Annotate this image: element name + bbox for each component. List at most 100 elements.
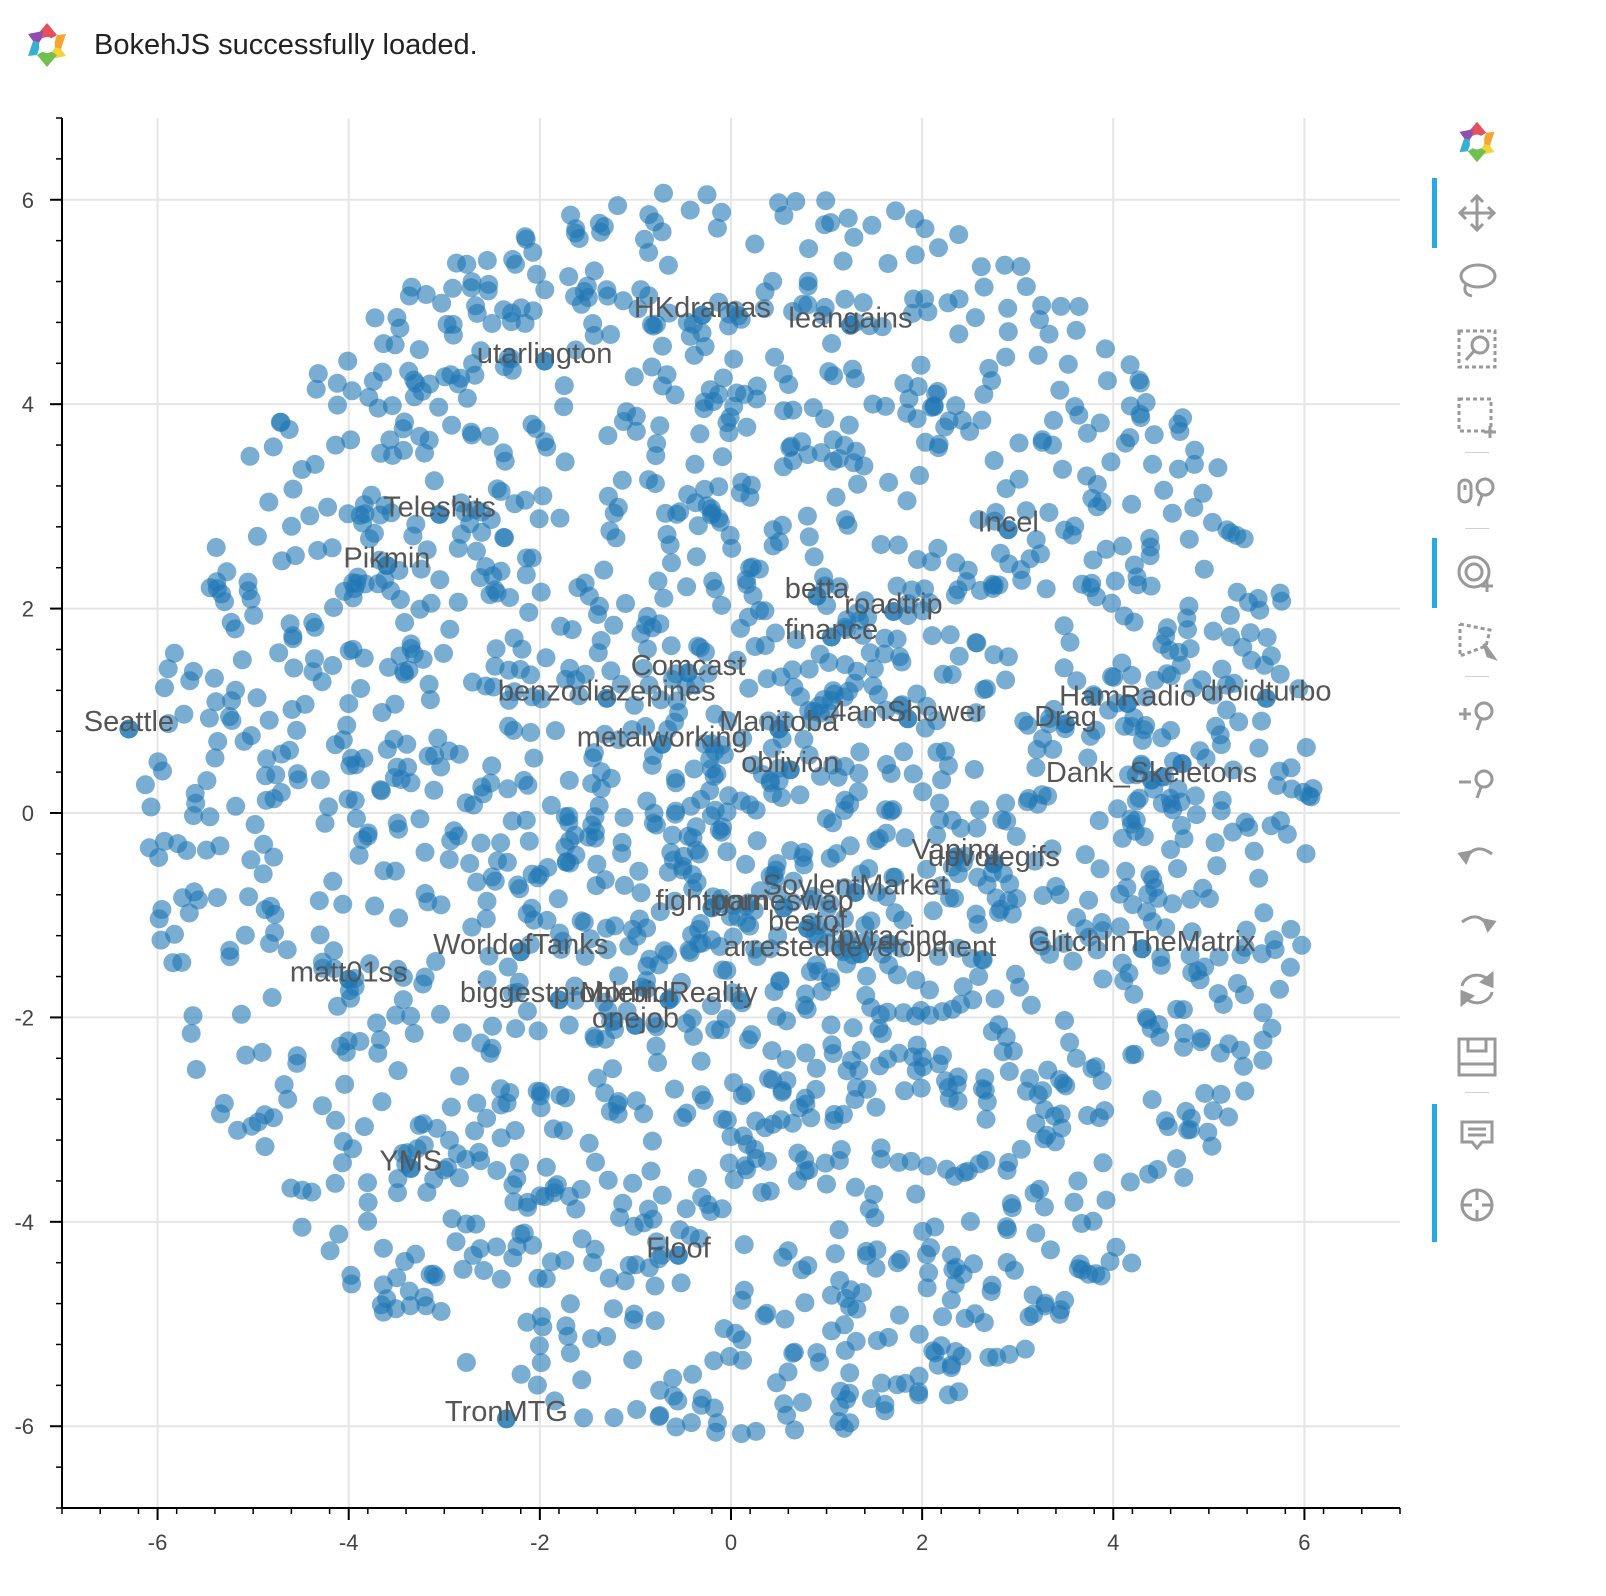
scatter-point[interactable]: [643, 813, 663, 833]
scatter-point[interactable]: [183, 1006, 203, 1026]
scatter-point[interactable]: [626, 421, 646, 441]
scatter-point[interactable]: [483, 1016, 502, 1036]
scatter-point[interactable]: [411, 559, 431, 579]
scatter-point[interactable]: [497, 1093, 517, 1113]
scatter-point[interactable]: [603, 1299, 623, 1319]
scatter-point[interactable]: [953, 977, 973, 997]
scatter-point[interactable]: [274, 1075, 294, 1095]
scatter-point[interactable]: [639, 675, 659, 695]
scatter-point[interactable]: [204, 668, 224, 688]
scatter-point[interactable]: [1203, 621, 1223, 641]
scatter-point[interactable]: [543, 1119, 563, 1139]
scatter-point[interactable]: [467, 872, 487, 892]
scatter-point[interactable]: [1264, 930, 1284, 950]
scatter-point[interactable]: [424, 780, 444, 800]
scatter-point[interactable]: [847, 661, 867, 681]
scatter-point[interactable]: [983, 579, 1003, 598]
scatter-point[interactable]: [262, 988, 282, 1007]
scatter-point[interactable]: [917, 1278, 937, 1298]
scatter-point[interactable]: [985, 511, 1004, 531]
scatter-point[interactable]: [200, 807, 220, 827]
scatter-point[interactable]: [683, 1364, 703, 1384]
scatter-point[interactable]: [974, 277, 994, 297]
scatter-point[interactable]: [556, 669, 576, 689]
scatter-point[interactable]: [506, 1019, 526, 1039]
scatter-point[interactable]: [575, 946, 595, 966]
scatter-point[interactable]: [324, 941, 344, 961]
scatter-point[interactable]: [876, 800, 896, 820]
scatter-point[interactable]: [940, 888, 960, 908]
scatter-point[interactable]: [903, 303, 922, 323]
scatter-point[interactable]: [1050, 885, 1070, 905]
scatter-point[interactable]: [923, 901, 943, 921]
scatter-point[interactable]: [709, 477, 729, 497]
scatter-point[interactable]: [732, 993, 752, 1013]
scatter-point[interactable]: [681, 1413, 701, 1433]
scatter-point[interactable]: [694, 399, 714, 419]
scatter-point[interactable]: [1281, 919, 1301, 939]
scatter-point[interactable]: [1095, 339, 1115, 359]
scatter-point[interactable]: [135, 775, 155, 795]
scatter-point[interactable]: [799, 527, 819, 547]
scatter-point[interactable]: [533, 486, 553, 506]
scatter-point[interactable]: [676, 1199, 696, 1219]
scatter-point[interactable]: [695, 479, 715, 499]
scatter-point[interactable]: [841, 315, 860, 335]
scatter-point[interactable]: [415, 967, 435, 987]
scatter-point[interactable]: [498, 779, 518, 799]
scatter-point[interactable]: [642, 315, 661, 335]
scatter-point[interactable]: [371, 1295, 391, 1315]
scatter-point[interactable]: [845, 883, 865, 902]
scatter-point[interactable]: [151, 930, 171, 950]
scatter-point[interactable]: [736, 570, 756, 590]
scatter-point[interactable]: [887, 965, 907, 985]
scatter-point[interactable]: [431, 895, 451, 915]
scatter-point[interactable]: [385, 694, 405, 714]
scatter-point[interactable]: [393, 419, 413, 439]
scatter-point[interactable]: [774, 401, 794, 421]
scatter-point[interactable]: [448, 538, 468, 558]
scatter-point[interactable]: [505, 1121, 525, 1140]
scatter-point[interactable]: [1101, 452, 1121, 472]
scatter-point[interactable]: [777, 1071, 797, 1091]
scatter-point[interactable]: [771, 788, 791, 807]
scatter-point[interactable]: [149, 909, 169, 929]
scatter-point[interactable]: [1249, 868, 1269, 888]
scatter-point[interactable]: [1030, 1179, 1049, 1199]
scatter-point[interactable]: [647, 1232, 667, 1252]
scatter-point[interactable]: [382, 396, 402, 416]
scatter-point[interactable]: [463, 672, 482, 692]
scatter-point[interactable]: [569, 229, 589, 248]
scatter-point[interactable]: [1223, 822, 1243, 842]
scatter-point[interactable]: [960, 1212, 980, 1231]
hover-tool[interactable]: [1442, 1108, 1512, 1166]
scatter-point[interactable]: [838, 208, 858, 228]
scatter-point[interactable]: [820, 848, 840, 868]
scatter-point[interactable]: [724, 1170, 744, 1190]
scatter-point[interactable]: [1095, 1101, 1115, 1121]
scatter-point[interactable]: [746, 1421, 766, 1441]
scatter-point[interactable]: [1128, 575, 1148, 595]
scatter-point[interactable]: [735, 1156, 755, 1176]
scatter-point[interactable]: [1078, 748, 1098, 768]
scatter-point[interactable]: [522, 864, 542, 884]
scatter-point[interactable]: [1087, 940, 1107, 960]
scatter-point[interactable]: [1028, 345, 1048, 365]
scatter-point[interactable]: [487, 1161, 507, 1180]
crosshair-tool[interactable]: [1442, 1176, 1512, 1234]
scatter-point[interactable]: [358, 1211, 378, 1231]
scatter-point[interactable]: [825, 1244, 845, 1264]
scatter-point[interactable]: [1229, 712, 1249, 732]
scatter-point[interactable]: [1097, 371, 1117, 391]
scatter-point[interactable]: [559, 770, 579, 790]
scatter-point[interactable]: [731, 309, 751, 329]
scatter-point[interactable]: [1113, 536, 1132, 556]
scatter-point[interactable]: [367, 1013, 387, 1033]
scatter-point[interactable]: [956, 572, 976, 592]
scatter-point[interactable]: [727, 650, 747, 670]
scatter-point[interactable]: [917, 1245, 936, 1264]
scatter-point[interactable]: [845, 1177, 865, 1197]
scatter-point[interactable]: [386, 1299, 406, 1319]
scatter-point[interactable]: [1219, 1034, 1239, 1054]
scatter-point[interactable]: [1011, 1139, 1031, 1159]
